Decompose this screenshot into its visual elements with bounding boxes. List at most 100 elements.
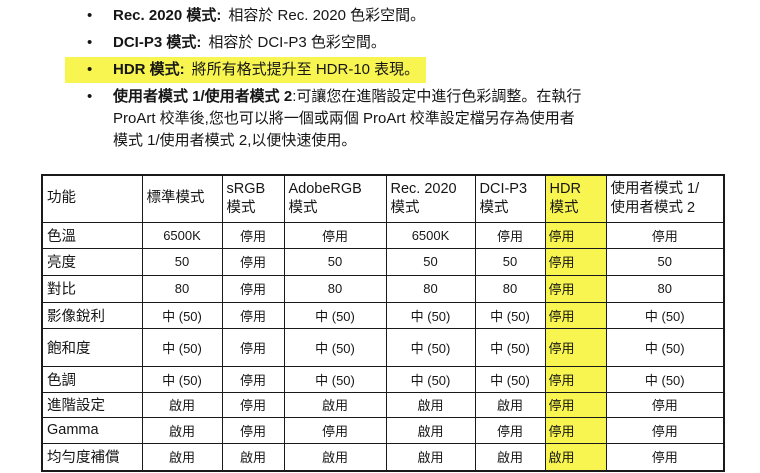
bullet-text-line: 使用者模式 1/使用者模式 2:可讓您在進階設定中進行色彩調整。在執行 <box>113 86 712 108</box>
table-cell: 停用 <box>221 274 285 303</box>
table-cell: 停用 <box>221 365 285 393</box>
table-cell: 啟用 <box>141 391 223 418</box>
table-cell: 中 (50) <box>283 301 387 329</box>
table-cell: 啟用 <box>283 391 387 418</box>
bullet-text: 相容於 Rec. 2020 色彩空間。 <box>228 7 426 24</box>
col-header-dcip3: DCI-P3 模式 <box>474 174 546 223</box>
table-cell: 停用 <box>605 391 725 418</box>
table-cell-hdr: 啟用 <box>544 442 607 472</box>
bullet-text-block: DCI-P3 模式: 相容於 DCI-P3 色彩空間。 <box>113 32 712 53</box>
col-header-standard: 標準模式 <box>141 174 223 223</box>
table-cell: 啟用 <box>141 416 223 444</box>
feature-bullet-list: • Rec. 2020 模式: 相容於 Rec. 2020 色彩空間。 • DCI… <box>65 5 712 152</box>
table-cell-hdr: 停用 <box>544 221 607 249</box>
table-cell: 中 (50) <box>283 327 387 367</box>
table-cell: 中 (50) <box>474 327 546 367</box>
table-cell: 啟用 <box>474 391 546 418</box>
table-row-gamma: Gamma 啟用 停用 停用 啟用 停用 停用 停用 <box>41 416 725 444</box>
table-cell: 80 <box>283 274 387 303</box>
table-row-contrast: 對比 80 停用 80 80 80 停用 80 <box>41 274 725 303</box>
bullet-text-block: HDR 模式: 將所有格式提升至 HDR-10 表現。 <box>113 59 419 80</box>
bullet-icon: • <box>87 88 93 105</box>
bullet-icon: • <box>87 7 93 24</box>
row-label: 均勻度補償 <box>41 442 143 472</box>
table-cell-hdr: 停用 <box>544 365 607 393</box>
table-cell: 中 (50) <box>474 301 546 329</box>
bullet-item-dcip3: • DCI-P3 模式: 相容於 DCI-P3 色彩空間。 <box>87 32 712 53</box>
bullet-text: :可讓您在進階設定中進行色彩調整。在執行 <box>292 88 582 105</box>
table-row-color-temp: 色溫 6500K 停用 停用 6500K 停用 停用 停用 <box>41 221 725 249</box>
row-label: 進階設定 <box>41 391 143 418</box>
table-cell: 中 (50) <box>605 301 725 329</box>
bullet-icon: • <box>87 34 93 51</box>
row-label: 亮度 <box>41 247 143 276</box>
col-header-rec2020: Rec. 2020 模式 <box>385 174 476 223</box>
table-row-saturation: 飽和度 中 (50) 停用 中 (50) 中 (50) 中 (50) 停用 中 … <box>41 327 725 367</box>
table-cell: 停用 <box>474 221 546 249</box>
table-cell: 啟用 <box>385 391 476 418</box>
table-cell: 80 <box>605 274 725 303</box>
table-cell: 停用 <box>474 416 546 444</box>
table-cell: 中 (50) <box>141 327 223 367</box>
table-cell: 停用 <box>221 221 285 249</box>
table-cell: 50 <box>605 247 725 276</box>
row-label: Gamma <box>41 416 143 444</box>
table-cell: 80 <box>385 274 476 303</box>
table-row-advanced-setting: 進階設定 啟用 停用 啟用 啟用 啟用 停用 停用 <box>41 391 725 418</box>
row-label: 影像銳利 <box>41 301 143 329</box>
table-cell: 中 (50) <box>385 327 476 367</box>
row-label: 飽和度 <box>41 327 143 367</box>
bullet-text-line: ProArt 校準後,您也可以將一個或兩個 ProArt 校準設定檔另存為使用者 <box>113 110 575 127</box>
table-cell: 啟用 <box>283 442 387 472</box>
table-cell: 停用 <box>221 416 285 444</box>
table-cell: 啟用 <box>221 442 285 472</box>
bullet-item-hdr-highlighted: • HDR 模式: 將所有格式提升至 HDR-10 表現。 <box>65 57 427 83</box>
table-cell: 50 <box>141 247 223 276</box>
table-cell-hdr: 停用 <box>544 391 607 418</box>
table-cell: 啟用 <box>141 442 223 472</box>
bullet-label: Rec. 2020 模式: <box>113 7 222 24</box>
table-cell: 中 (50) <box>605 365 725 393</box>
bullet-text: 將所有格式提升至 HDR-10 表現。 <box>191 61 420 78</box>
table-cell: 啟用 <box>474 442 546 472</box>
row-label: 對比 <box>41 274 143 303</box>
table-cell: 中 (50) <box>385 365 476 393</box>
table-row-hue: 色調 中 (50) 停用 中 (50) 中 (50) 中 (50) 停用 中 (… <box>41 365 725 393</box>
table-cell: 80 <box>474 274 546 303</box>
col-header-function: 功能 <box>41 174 143 223</box>
bullet-label: HDR 模式: <box>113 61 185 78</box>
bullet-label: 使用者模式 1/使用者模式 2 <box>113 88 293 105</box>
table-cell: 6500K <box>385 221 476 249</box>
table-cell: 50 <box>283 247 387 276</box>
bullet-item-rec2020: • Rec. 2020 模式: 相容於 Rec. 2020 色彩空間。 <box>87 5 712 26</box>
table-cell: 中 (50) <box>474 365 546 393</box>
table-cell: 停用 <box>605 442 725 472</box>
table-cell: 停用 <box>221 301 285 329</box>
table-cell: 停用 <box>605 221 725 249</box>
table-cell: 停用 <box>283 221 387 249</box>
table-cell: 停用 <box>221 391 285 418</box>
table-cell-hdr: 停用 <box>544 416 607 444</box>
bullet-item-user-modes: • 使用者模式 1/使用者模式 2:可讓您在進階設定中進行色彩調整。在執行 Pr… <box>87 86 712 152</box>
table-cell: 6500K <box>141 221 223 249</box>
table-cell: 中 (50) <box>605 327 725 367</box>
bullet-icon: • <box>87 61 93 78</box>
row-label: 色溫 <box>41 221 143 249</box>
table-cell-hdr: 停用 <box>544 274 607 303</box>
table-row-uniformity-compensation: 均勻度補償 啟用 啟用 啟用 啟用 啟用 啟用 停用 <box>41 442 725 472</box>
bullet-label: DCI-P3 模式: <box>113 34 202 51</box>
table-cell: 啟用 <box>385 442 476 472</box>
table-row-sharpness: 影像銳利 中 (50) 停用 中 (50) 中 (50) 中 (50) 停用 中… <box>41 301 725 329</box>
table-cell: 停用 <box>221 327 285 367</box>
table-cell: 停用 <box>283 416 387 444</box>
col-header-adobergb: AdobeRGB 模式 <box>283 174 387 223</box>
table-cell: 80 <box>141 274 223 303</box>
col-header-srgb: sRGB 模式 <box>221 174 285 223</box>
table-cell: 中 (50) <box>141 301 223 329</box>
table-cell-hdr: 停用 <box>544 247 607 276</box>
table-row-brightness: 亮度 50 停用 50 50 50 停用 50 <box>41 247 725 276</box>
table-cell: 中 (50) <box>385 301 476 329</box>
col-header-user-modes: 使用者模式 1/使用者模式 2 <box>605 174 725 223</box>
table-cell: 中 (50) <box>283 365 387 393</box>
